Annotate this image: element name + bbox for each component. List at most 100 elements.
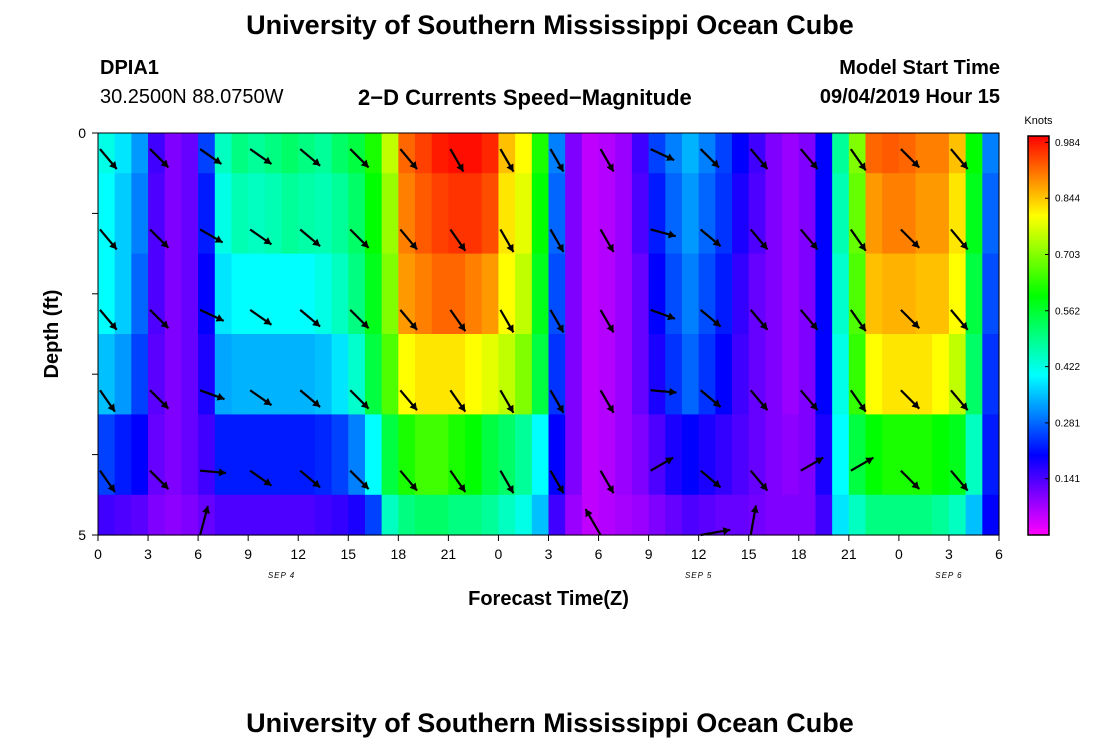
heatmap-cell [715, 253, 733, 335]
heatmap-cell [898, 334, 917, 415]
heatmap-cell [198, 414, 216, 496]
current-vector [99, 389, 116, 413]
vector-head [960, 321, 968, 330]
heatmap-cell [131, 253, 149, 335]
vector-head [858, 162, 866, 171]
heatmap-cell [882, 334, 900, 415]
heatmap-cell [732, 494, 750, 536]
heatmap-cell [164, 253, 183, 335]
heatmap-cell [715, 133, 733, 174]
heatmap-cell [248, 414, 266, 496]
current-vector [950, 309, 969, 331]
current-vector [349, 469, 370, 490]
heatmap-cell [515, 173, 533, 255]
vector-head [263, 478, 272, 486]
heatmap-cell [932, 133, 950, 174]
heatmap-cell [565, 414, 583, 496]
heatmap-cell [181, 253, 199, 335]
x-tick-label: 9 [244, 546, 252, 562]
heatmap-cell [181, 494, 199, 536]
heatmap-cell [448, 414, 466, 496]
heatmap-cell [848, 253, 867, 335]
current-vector [650, 456, 674, 472]
heatmap-cell [415, 253, 433, 335]
heatmap-cell [264, 334, 283, 415]
heatmap-cell [364, 494, 383, 536]
current-vector [950, 148, 969, 170]
heatmap-cells [97, 132, 1000, 536]
vector-head [458, 242, 466, 251]
heatmap-cell [965, 133, 983, 174]
heatmap-cell [415, 173, 433, 255]
current-vector [299, 389, 321, 408]
heatmap-cell [131, 334, 149, 415]
current-vector [599, 470, 615, 494]
current-vector [199, 308, 225, 322]
x-tick-label: 6 [595, 546, 603, 562]
heatmap-cell [331, 414, 349, 496]
vector-head [312, 238, 321, 247]
heatmap-cell [681, 494, 700, 536]
heatmap-cell [331, 253, 349, 335]
heatmap-cell [298, 414, 316, 496]
heatmap-cell [114, 334, 132, 415]
heatmap-cell [665, 173, 683, 255]
current-vector [249, 148, 273, 165]
heatmap-cell [331, 494, 349, 536]
vector-head [506, 243, 514, 252]
vector-head [360, 159, 369, 168]
current-vector [99, 309, 118, 331]
heatmap-cell [898, 253, 917, 335]
heatmap-cell [798, 133, 817, 174]
vector-head [666, 153, 675, 161]
heatmap-cell [948, 414, 967, 496]
heatmap-cell [565, 334, 583, 415]
x-tick-label: 12 [290, 546, 306, 562]
heatmap-cell [882, 494, 900, 536]
heatmap-cell [465, 173, 483, 255]
vector-head [809, 402, 818, 411]
heatmap-cell [631, 253, 650, 335]
heatmap-cell [515, 414, 533, 496]
vector-head [409, 402, 418, 411]
heatmap-cell [131, 173, 149, 255]
colorbar-tick-label: 0.422 [1055, 362, 1080, 373]
heatmap-cell [348, 414, 366, 496]
heatmap-cell [732, 414, 750, 496]
heatmap-cell [431, 253, 449, 335]
current-vector-bottom [199, 505, 210, 536]
vector-head [665, 457, 674, 465]
heatmap-cell [865, 133, 883, 174]
heatmap-cell [498, 133, 516, 174]
heatmap-cell [915, 334, 933, 415]
heatmap-cell [181, 173, 199, 255]
heatmap-cell [448, 334, 466, 415]
current-vector [549, 309, 565, 333]
heatmap-cell [631, 173, 650, 255]
heatmap-cell [348, 173, 366, 255]
heatmap-cell [848, 173, 867, 255]
vector-head [911, 481, 920, 490]
current-vector [399, 389, 418, 411]
heatmap-cell [782, 253, 800, 335]
heatmap-cell [431, 494, 449, 536]
station-id: DPIA1 [100, 57, 159, 79]
heatmap-cell [214, 414, 233, 496]
heatmap-cell [748, 334, 767, 415]
heatmap-cell [982, 494, 1000, 536]
heatmap-cell [465, 334, 483, 415]
heatmap-cell [715, 494, 733, 536]
vector-head [911, 320, 920, 329]
heatmap-cell [581, 173, 600, 255]
current-vector [650, 228, 677, 239]
heatmap-cell [398, 494, 416, 536]
current-vector [749, 148, 769, 170]
heatmap-cell [314, 334, 333, 415]
heatmap-cell [815, 414, 833, 496]
current-vector [349, 309, 370, 330]
current-vector [299, 148, 321, 167]
x-tick-label: 21 [841, 546, 857, 562]
heatmap-cell [181, 133, 199, 174]
heatmap-cell [898, 414, 917, 496]
